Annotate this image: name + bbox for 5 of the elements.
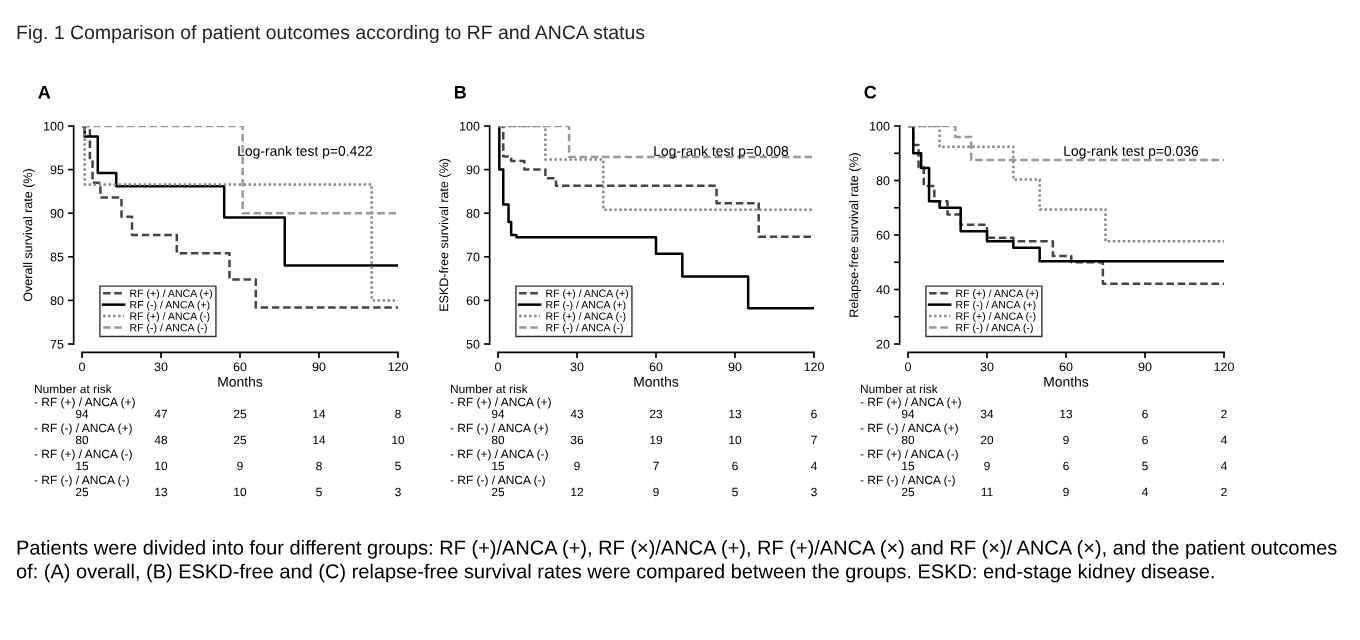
chart-title: C: [864, 85, 877, 99]
chart-title: A: [38, 86, 51, 99]
caption: Fig. 1 Comparison of patient outcomes according to RF and ANCA status: [17, 24, 645, 44]
chart-title: B: [454, 86, 466, 99]
text: Patients were divided into four different groups: RF (+)/ANCA (+), RF (×)/ANCA (+), RF (+)/ANCA (×) and RF (×)/ ANCA (×), and the patient outcomes of: (A) overall, (B) ESKD-free and (C) relapse-free survival rates were compared between the groups. ESKD: end-stage kidney disease.: [16, 540, 1337, 583]
